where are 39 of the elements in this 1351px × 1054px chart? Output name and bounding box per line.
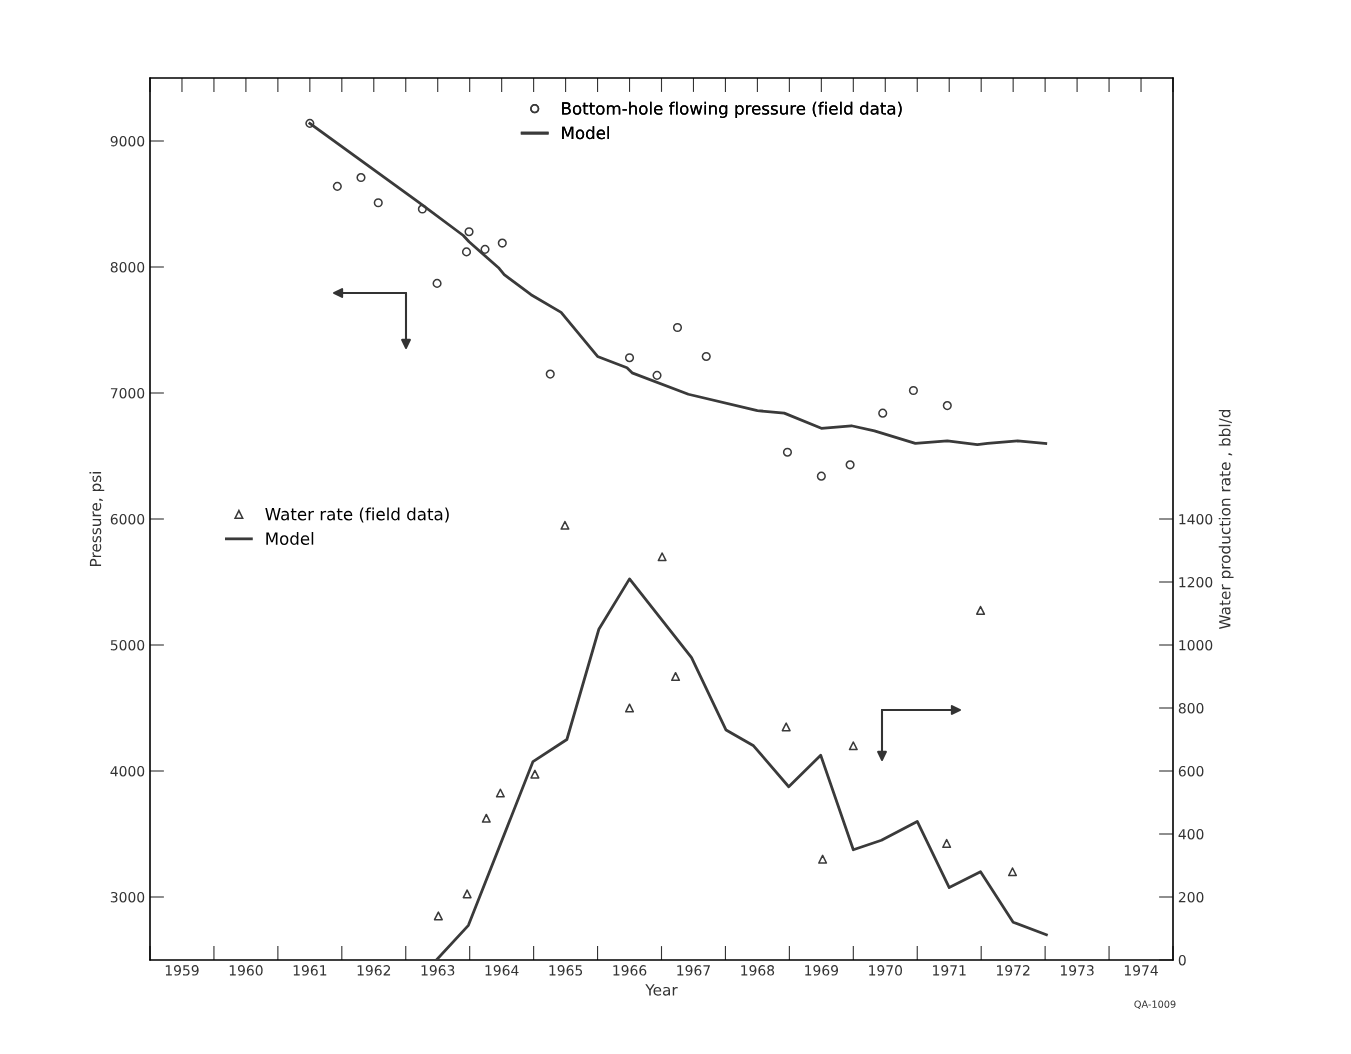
x-tick-label: 1969 xyxy=(805,965,839,976)
y2-tick-label: 800 xyxy=(1178,702,1204,714)
text: QA-1009 xyxy=(1134,1000,1176,1009)
x-tick-label: 1962 xyxy=(357,965,391,976)
x-tick-label: 1963 xyxy=(421,965,455,976)
x-tick-label: 1966 xyxy=(613,965,647,976)
legend-label: Water rate (field data) xyxy=(265,507,449,523)
y2-tick-label: 0 xyxy=(1178,954,1186,966)
legend-label: Bottom-hole flowing pressure (field data) xyxy=(562,101,902,118)
y-tick-label: 6000 xyxy=(110,513,145,525)
x-axis-title: Year xyxy=(645,984,678,996)
y-tick-label: 9000 xyxy=(110,135,145,147)
y-axis-title: Pressure, psi xyxy=(89,472,105,566)
x-tick-label: 1970 xyxy=(869,965,903,976)
y2-tick-label: 600 xyxy=(1178,765,1204,777)
y2-axis-title: Water production rate , bbl/d xyxy=(1218,409,1234,629)
y2-tick-label: 1400 xyxy=(1179,513,1213,525)
y2-tick-label: 200 xyxy=(1178,891,1204,903)
y-tick-label: 8000 xyxy=(110,261,145,273)
legend-label: Model xyxy=(562,126,610,140)
x-tick-label: 1974 xyxy=(1124,965,1158,976)
x-tick-label: 1973 xyxy=(1060,965,1094,976)
x-tick-label: 1968 xyxy=(741,965,775,976)
y-tick-label: 7000 xyxy=(110,387,145,399)
x-tick-label: 1965 xyxy=(549,965,583,976)
x-tick-label: 1959 xyxy=(165,965,199,976)
x-tick-label: 1961 xyxy=(293,965,327,976)
y-tick-label: 3000 xyxy=(110,891,145,903)
x-tick-label: 1964 xyxy=(485,965,519,976)
y-tick-label: 5000 xyxy=(110,639,145,651)
x-tick-label: 1960 xyxy=(229,965,263,976)
x-tick-label: 1967 xyxy=(677,965,710,976)
y2-tick-label: 1000 xyxy=(1179,639,1213,651)
y2-tick-label: 400 xyxy=(1178,828,1204,840)
legend-label: Model xyxy=(266,532,314,545)
x-tick-label: 1971 xyxy=(933,965,966,976)
x-tick-label: 1972 xyxy=(997,965,1030,976)
y-tick-label: 4000 xyxy=(110,765,145,777)
y2-tick-label: 1200 xyxy=(1179,576,1213,588)
